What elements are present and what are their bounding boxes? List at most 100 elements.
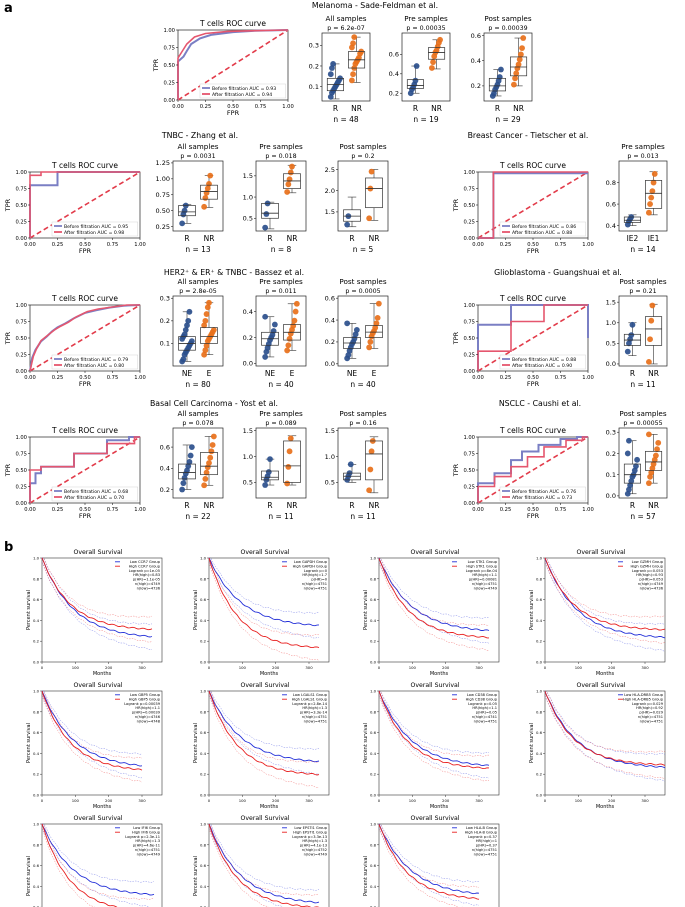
box-y-tick-label: 0.3 bbox=[309, 42, 319, 50]
box-subtitle: Post samples bbox=[619, 409, 666, 418]
box-data-point bbox=[628, 332, 635, 339]
km-legend-entry: HR(high)=0.83 bbox=[133, 573, 160, 577]
box-frame bbox=[172, 160, 224, 232]
box-iqr bbox=[365, 177, 383, 209]
km-title: Overall Survival bbox=[73, 682, 122, 689]
box-data-point bbox=[368, 168, 375, 175]
box-y-tick-label: 0.5 bbox=[243, 215, 253, 223]
box-data-point bbox=[633, 463, 639, 470]
km-high-ci-lower bbox=[378, 695, 490, 782]
box-y-tick-label: 1.00 bbox=[156, 175, 170, 183]
km-low-ci-lower bbox=[378, 828, 480, 906]
km-y-axis-label: Percent survival bbox=[26, 856, 32, 896]
box-subtitle: Post samples bbox=[339, 409, 386, 418]
roc-title: T cells ROC curve bbox=[51, 426, 118, 435]
km-y-tick-label: 0.4 bbox=[370, 884, 377, 889]
km-legend-entry: Low GBP5 Group bbox=[130, 693, 161, 697]
box-p-value: p = 0.16 bbox=[349, 420, 376, 427]
box-data-point bbox=[204, 185, 211, 192]
box-sample-count: n = 13 bbox=[185, 245, 211, 254]
roc-y-tick-label: 1.00 bbox=[15, 170, 27, 176]
box-frame bbox=[255, 295, 307, 367]
dataset-group: TNBC - Zhang et al. T cells ROC curve 0.00… bbox=[4, 131, 389, 255]
km-legend-entry: Logrank p=0.37 bbox=[468, 835, 497, 839]
roc-x-tick-label: 0.75 bbox=[555, 507, 567, 513]
roc-legend-before: Before filtration AUC = 0.88 bbox=[512, 357, 576, 363]
km-low-ci-upper bbox=[378, 823, 480, 883]
box-data-point bbox=[515, 61, 522, 68]
panel-a-roc-box-plots: Melanoma - Sade-Feldman et al. T cells RO… bbox=[4, 1, 668, 521]
box-iqr bbox=[178, 205, 196, 217]
km-high-ci-lower bbox=[208, 695, 320, 788]
km-plot: Overall Survival 0.0 0.2 0.4 0.6 0.8 1.0 0 100 20… bbox=[193, 549, 330, 677]
km-y-tick-label: 0.2 bbox=[200, 639, 207, 644]
box-y-tick-label: 0.0 bbox=[243, 360, 253, 368]
roc-y-tick-label: 0.50 bbox=[15, 336, 27, 342]
km-y-tick-label: 0.4 bbox=[536, 618, 543, 623]
box-data-point bbox=[203, 469, 210, 476]
box-y-tick-label: 0.4 bbox=[160, 465, 170, 473]
km-legend-entry: p(HR)=0.00039 bbox=[132, 711, 161, 715]
box-category-label: E bbox=[207, 369, 212, 378]
km-y-tick-label: 0.6 bbox=[33, 863, 40, 868]
km-legend-entry: n(low)=4751 bbox=[474, 719, 497, 723]
km-high-ci-upper bbox=[41, 557, 153, 618]
km-legend-entry: n(low)=4748 bbox=[137, 719, 161, 723]
box-data-point bbox=[645, 209, 652, 216]
box-data-point bbox=[649, 302, 656, 309]
km-legend-entry: n(high)=4746 bbox=[135, 715, 161, 719]
box-data-point bbox=[286, 448, 293, 455]
roc-title: T cells ROC curve bbox=[51, 161, 118, 170]
dataset-title: Glioblastoma - Guangshuai et al. bbox=[494, 268, 622, 277]
km-legend-entry: p(HR)=0.053 bbox=[639, 578, 663, 582]
km-x-tick-label: 200 bbox=[442, 798, 450, 803]
km-high-curve bbox=[378, 690, 490, 770]
box-y-tick-label: 0.5 bbox=[606, 340, 616, 348]
km-x-tick-label: 100 bbox=[575, 798, 583, 803]
km-legend-entry: HR(high)=0.92 bbox=[636, 706, 663, 710]
km-high-ci-lower bbox=[378, 828, 464, 907]
box-data-point bbox=[262, 482, 269, 488]
roc-x-tick-label: 0.50 bbox=[527, 242, 539, 248]
km-legend-entry: Low GZMH Group bbox=[632, 560, 664, 564]
km-legend-entry: p(HR)=0.00081 bbox=[469, 578, 497, 582]
km-low-ci-upper bbox=[41, 557, 153, 625]
box-y-tick-label: 0.6 bbox=[325, 294, 335, 302]
roc-y-tick-label: 0.50 bbox=[463, 203, 475, 209]
km-frame bbox=[544, 557, 666, 663]
box-iqr bbox=[645, 316, 663, 346]
roc-y-tick-label: 0.25 bbox=[15, 219, 27, 225]
km-legend-entry: Low HLA-DRB5 Group bbox=[624, 693, 664, 697]
km-low-ci-upper bbox=[208, 823, 320, 891]
roc-x-tick-label: 1.00 bbox=[134, 242, 146, 248]
box-y-tick-label: 0.6 bbox=[160, 443, 170, 451]
roc-y-tick-label: 0.00 bbox=[15, 236, 27, 242]
box-subtitle: All samples bbox=[177, 277, 218, 286]
km-legend-entry: HR(high)=1 bbox=[476, 839, 497, 843]
box-sample-count: n = 57 bbox=[630, 512, 656, 521]
roc-title: T cells ROC curve bbox=[499, 426, 566, 435]
roc-y-axis-label: TPR bbox=[452, 198, 460, 212]
box-data-point bbox=[366, 344, 373, 351]
roc-x-tick-label: 0.25 bbox=[200, 104, 212, 110]
box-data-point bbox=[512, 75, 518, 82]
km-high-curve bbox=[378, 558, 489, 639]
roc-x-tick-label: 0.25 bbox=[500, 242, 512, 248]
km-y-tick-label: 1.0 bbox=[370, 822, 377, 827]
km-y-tick-label: 0.4 bbox=[370, 618, 377, 623]
box-y-tick-label: 0.4 bbox=[389, 70, 399, 78]
km-y-tick-label: 0.4 bbox=[200, 751, 207, 756]
box-sample-count: n = 80 bbox=[185, 380, 211, 389]
km-x-tick-label: 100 bbox=[239, 798, 247, 803]
roc-chance-line bbox=[177, 29, 289, 101]
km-y-tick-label: 0.8 bbox=[370, 709, 377, 714]
km-legend-entry: HR(high)=0.93 bbox=[636, 573, 663, 577]
box-frame bbox=[172, 427, 224, 499]
box-data-point bbox=[203, 311, 210, 317]
box-y-tick-label: 1.0 bbox=[325, 453, 335, 461]
roc-y-tick-label: 1.00 bbox=[15, 303, 27, 309]
km-legend-entry: Low GAPDH Group bbox=[294, 560, 328, 564]
roc-legend-after: After filtration AUC = 0.90 bbox=[512, 363, 572, 369]
km-legend-entry: n(high)=4751 bbox=[135, 848, 160, 852]
km-high-ci-lower bbox=[208, 828, 269, 907]
